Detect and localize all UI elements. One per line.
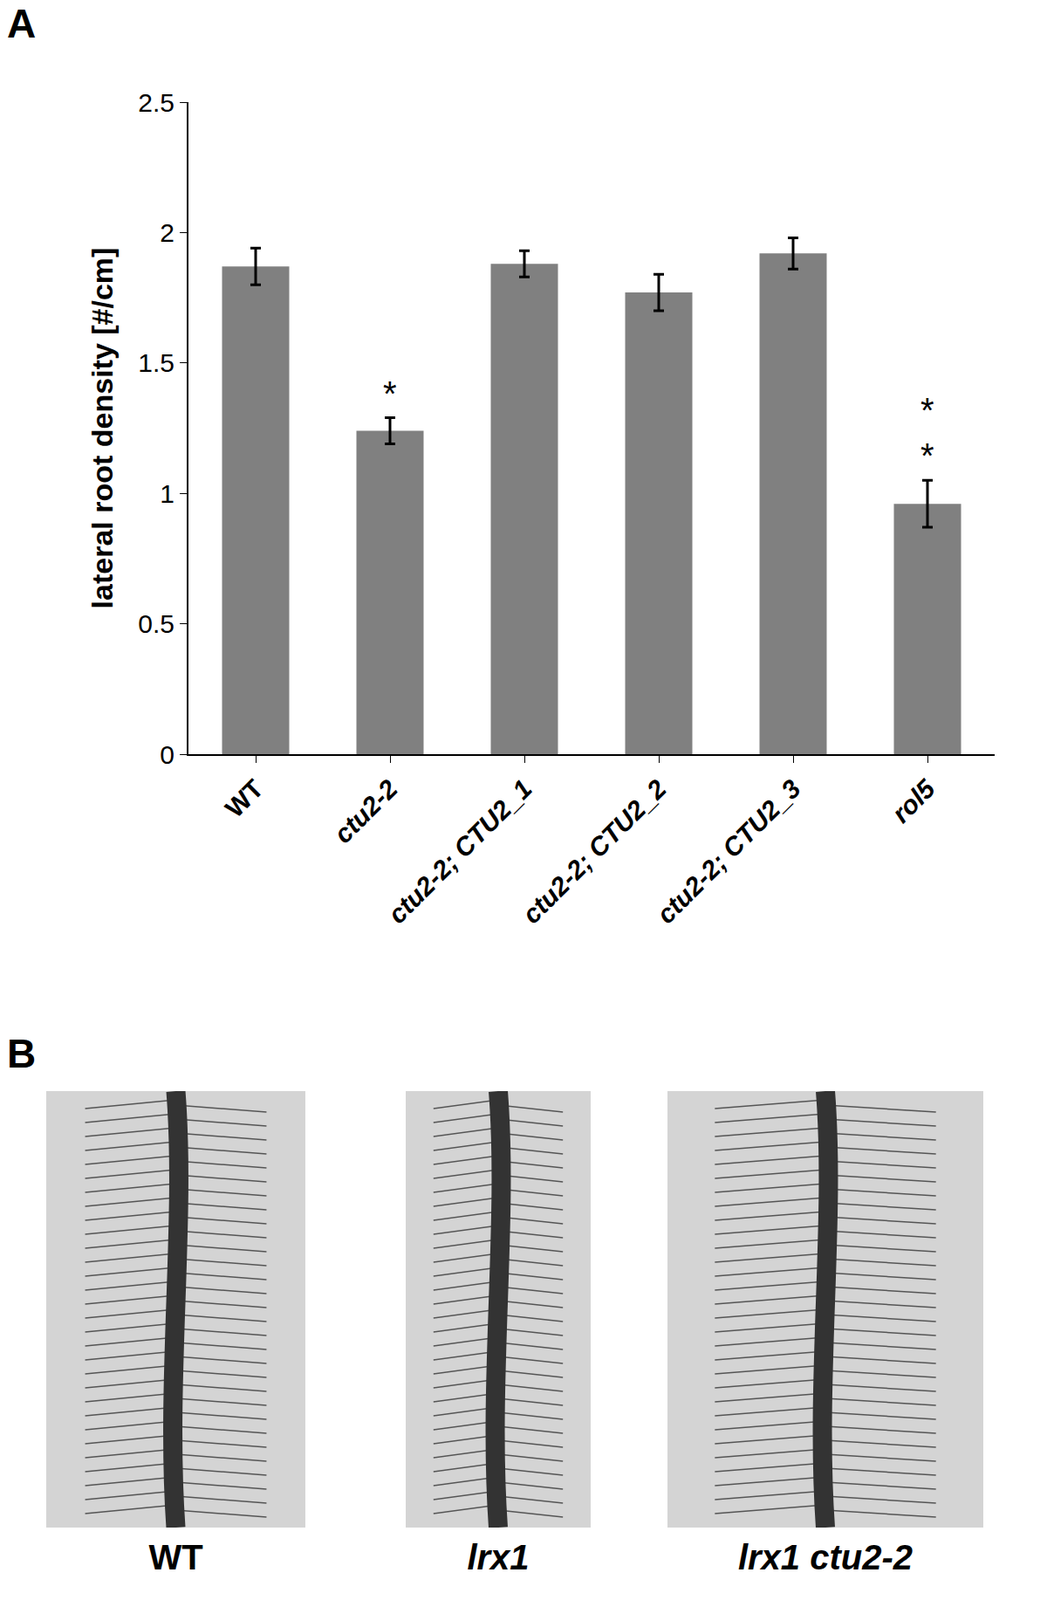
html-text:lrx1: lrx1 <box>467 1537 530 1576</box>
svg-text:ctu2-2: ctu2-2 <box>328 773 404 849</box>
svg-text:*: * <box>383 374 397 413</box>
html-text:B: B <box>6 1030 36 1076</box>
svg-text:WT: WT <box>219 773 269 823</box>
svg-text:lateral root density [#/cm]: lateral root density [#/cm] <box>85 247 119 610</box>
svg-text:2: 2 <box>159 218 175 247</box>
svg-text:ctu2-2; CTU2_1: ctu2-2; CTU2_1 <box>382 773 538 930</box>
svg-text:ctu2-2; CTU2_3: ctu2-2; CTU2_3 <box>650 773 807 929</box>
svg-text:ctu2-2; CTU2_2: ctu2-2; CTU2_2 <box>516 773 672 929</box>
html-text:lrx1 ctu2-2: lrx1 ctu2-2 <box>738 1537 913 1576</box>
html-text:A: A <box>6 0 36 47</box>
svg-text:0: 0 <box>159 739 175 769</box>
svg-text:**: ** <box>920 390 935 475</box>
svg-text:rol5: rol5 <box>886 773 942 829</box>
svg-text:0.5: 0.5 <box>137 609 175 638</box>
svg-text:1.5: 1.5 <box>137 348 175 377</box>
html-text:WT: WT <box>148 1537 203 1576</box>
svg-text:1: 1 <box>159 479 175 508</box>
svg-text:2.5: 2.5 <box>137 88 175 117</box>
